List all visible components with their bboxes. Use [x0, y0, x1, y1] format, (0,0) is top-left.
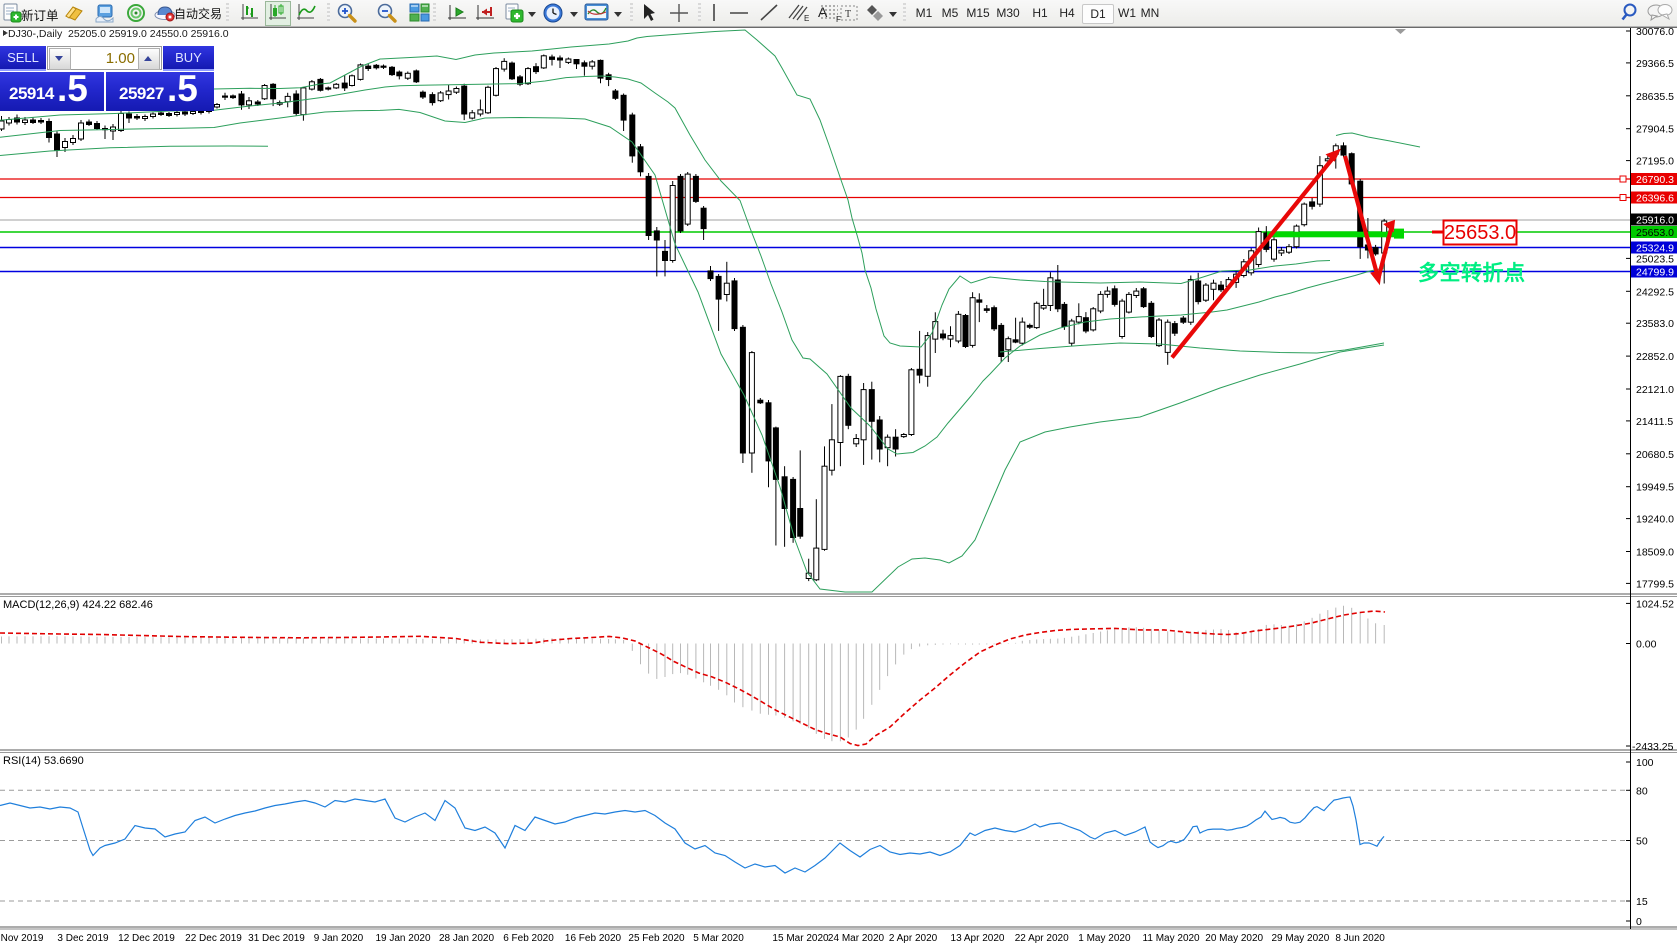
svg-text:DJ30-,Daily: DJ30-,Daily [8, 28, 63, 40]
svg-text:15 Mar 2020: 15 Mar 2020 [772, 933, 829, 944]
svg-text:Nov 2019: Nov 2019 [1, 933, 44, 944]
svg-text:31 Dec 2019: 31 Dec 2019 [248, 933, 305, 944]
svg-text:8 Jun 2020: 8 Jun 2020 [1335, 933, 1385, 944]
svg-text:22 Dec 2019: 22 Dec 2019 [185, 933, 242, 944]
svg-text:12 Dec 2019: 12 Dec 2019 [118, 933, 175, 944]
svg-text:1024.52: 1024.52 [1636, 598, 1674, 610]
svg-text:19949.5: 19949.5 [1636, 482, 1674, 494]
svg-text:E: E [804, 14, 809, 23]
svg-text:16 Feb 2020: 16 Feb 2020 [565, 933, 622, 944]
svg-text:24 Mar 2020: 24 Mar 2020 [828, 933, 885, 944]
svg-text:22 Apr 2020: 22 Apr 2020 [1015, 933, 1069, 944]
svg-text:0: 0 [1636, 916, 1642, 928]
svg-text:18509.0: 18509.0 [1636, 547, 1674, 559]
svg-text:0.00: 0.00 [1636, 639, 1657, 651]
svg-text:27195.0: 27195.0 [1636, 156, 1674, 168]
svg-text:1 May 2020: 1 May 2020 [1078, 933, 1131, 944]
svg-text:21411.5: 21411.5 [1636, 416, 1673, 428]
svg-text:-2433.25: -2433.25 [1632, 741, 1674, 753]
svg-text:25 Feb 2020: 25 Feb 2020 [628, 933, 685, 944]
svg-text:26396.6: 26396.6 [1636, 193, 1674, 205]
svg-text:23583.0: 23583.0 [1636, 318, 1674, 330]
svg-text:15: 15 [1636, 896, 1648, 908]
svg-text:6 Feb 2020: 6 Feb 2020 [503, 933, 554, 944]
svg-text:17799.5: 17799.5 [1636, 578, 1674, 590]
svg-text:80: 80 [1636, 785, 1648, 797]
svg-text:25324.9: 25324.9 [1636, 243, 1674, 255]
svg-text:50: 50 [1636, 836, 1648, 848]
svg-text:2 Apr 2020: 2 Apr 2020 [889, 933, 938, 944]
svg-text:28 Jan 2020: 28 Jan 2020 [439, 933, 494, 944]
svg-text:19240.0: 19240.0 [1636, 514, 1674, 526]
svg-text:11 May 2020: 11 May 2020 [1143, 933, 1201, 944]
svg-text:MACD(12,26,9) 424.22 682.46: MACD(12,26,9) 424.22 682.46 [3, 599, 153, 611]
svg-text:29 May 2020: 29 May 2020 [1271, 933, 1329, 944]
svg-text:24292.5: 24292.5 [1636, 286, 1674, 298]
svg-text:100: 100 [1636, 757, 1654, 769]
svg-text:F: F [836, 15, 841, 24]
svg-text:5 Mar 2020: 5 Mar 2020 [693, 933, 744, 944]
svg-text:3 Dec 2019: 3 Dec 2019 [57, 933, 109, 944]
svg-text:13 Apr 2020: 13 Apr 2020 [951, 933, 1005, 944]
svg-text:9 Jan 2020: 9 Jan 2020 [314, 933, 364, 944]
svg-text:19 Jan 2020: 19 Jan 2020 [375, 933, 430, 944]
svg-text:25653.0: 25653.0 [1444, 222, 1516, 244]
svg-text:T: T [845, 9, 851, 20]
svg-text:25205.0 25919.0 24550.0 25916.: 25205.0 25919.0 24550.0 25916.0 [68, 28, 229, 40]
svg-text:25023.5: 25023.5 [1636, 253, 1674, 265]
svg-text:20680.5: 20680.5 [1636, 449, 1674, 461]
svg-text:RSI(14) 53.6690: RSI(14) 53.6690 [3, 755, 84, 767]
svg-text:26790.3: 26790.3 [1636, 174, 1674, 186]
svg-text:25653.0: 25653.0 [1636, 227, 1674, 239]
svg-text:20 May 2020: 20 May 2020 [1205, 933, 1263, 944]
svg-text:27904.5: 27904.5 [1636, 124, 1674, 136]
svg-text:28635.5: 28635.5 [1636, 91, 1674, 103]
svg-text:22852.0: 22852.0 [1636, 351, 1674, 363]
svg-text:29366.5: 29366.5 [1636, 58, 1674, 70]
svg-text:30076.0: 30076.0 [1636, 26, 1674, 38]
svg-text:22121.0: 22121.0 [1636, 384, 1674, 396]
svg-text:多空转折点: 多空转折点 [1418, 261, 1526, 285]
svg-text:24799.9: 24799.9 [1636, 267, 1674, 279]
svg-text:25916.0: 25916.0 [1636, 215, 1674, 227]
